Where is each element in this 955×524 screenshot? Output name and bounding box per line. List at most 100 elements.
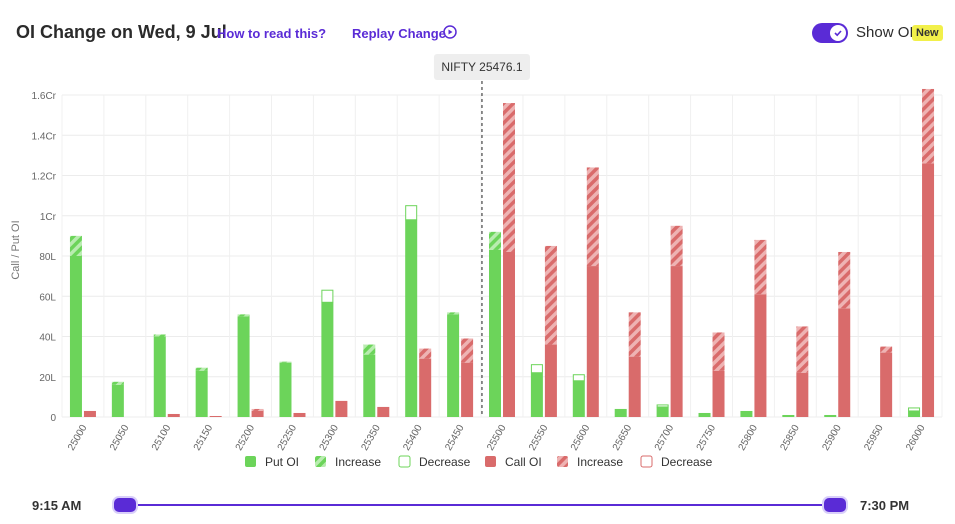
call-increase-bar <box>628 312 641 357</box>
call-oi-bar <box>544 344 557 417</box>
put-increase-bar <box>111 381 124 385</box>
x-tick-label: 25950 <box>862 423 886 453</box>
put-oi-bar <box>489 249 501 417</box>
call-oi-bar <box>419 358 432 417</box>
call-increase-bar <box>419 348 432 359</box>
put-oi-bar <box>279 362 292 417</box>
call-oi-bar <box>167 413 180 417</box>
put-decrease-bar <box>321 289 334 303</box>
x-tick-label: 25850 <box>778 423 802 453</box>
call-oi-bar <box>754 294 767 417</box>
x-tick-label: 26000 <box>904 423 928 453</box>
x-tick-label: 25600 <box>569 423 593 453</box>
x-tick-label: 25400 <box>401 423 425 453</box>
call-increase-bar <box>880 346 893 353</box>
x-tick-label: 25700 <box>653 423 677 453</box>
y-tick-label: 40L <box>39 333 56 344</box>
play-circle-icon[interactable] <box>443 25 457 39</box>
x-axis-ticks: 25000 25050 25100 25150 25200 25250 25300 25350… <box>66 423 928 453</box>
slider-start-time: 9:15 AM <box>32 498 82 513</box>
call-oi-bar <box>335 400 348 417</box>
legend-swatch <box>245 456 256 467</box>
x-tick-label: 25050 <box>108 423 132 453</box>
put-oi-bar <box>447 314 460 417</box>
y-axis-label: Call / Put OI <box>10 220 22 279</box>
slider-end-time: 7:30 PM <box>860 498 910 513</box>
slider-start-handle[interactable] <box>112 496 138 514</box>
call-oi-bar <box>251 410 264 417</box>
put-oi-bar <box>782 414 795 417</box>
chart-title: OI Change on Wed, 9 Jul <box>16 22 227 42</box>
put-oi-bar <box>69 256 82 417</box>
legend-swatch <box>398 455 411 468</box>
put-decrease-bar <box>908 407 921 412</box>
new-badge: New <box>912 25 943 41</box>
y-tick-label: 1.2Cr <box>32 172 57 183</box>
legend-swatch <box>557 456 568 467</box>
slider-track[interactable] <box>124 504 834 506</box>
call-oi-bar <box>293 412 306 417</box>
put-increase-bar <box>279 361 292 363</box>
call-increase-bar <box>838 251 851 309</box>
put-decrease-bar <box>572 374 585 382</box>
legend-label: Put OI <box>265 455 299 469</box>
put-oi-bar <box>530 372 543 417</box>
put-oi-bar <box>195 370 208 417</box>
put-oi-bar <box>153 336 166 417</box>
put-oi-bar <box>614 408 627 417</box>
call-oi-bar <box>209 415 222 417</box>
slider-end-handle[interactable] <box>822 496 848 514</box>
y-tick-label: 1.6Cr <box>32 91 57 102</box>
y-tick-label: 20L <box>39 373 56 384</box>
call-oi-bar <box>838 308 851 417</box>
put-oi-bar <box>698 412 711 417</box>
x-tick-label: 25750 <box>695 423 719 453</box>
legend-label: Decrease <box>419 455 471 469</box>
legend: Put OI Increase Decrease Call OI Increase Dec… <box>245 455 713 469</box>
put-oi-bar <box>572 380 585 417</box>
call-increase-bar <box>586 167 599 267</box>
replay-change-link[interactable]: Replay Change <box>352 26 446 41</box>
x-tick-label: 25300 <box>318 423 342 453</box>
put-decrease-bar <box>656 404 669 408</box>
put-oi-bar <box>111 384 124 417</box>
x-tick-label: 25800 <box>737 423 761 453</box>
call-oi-bar <box>880 352 893 417</box>
x-tick-label: 25550 <box>527 423 551 453</box>
call-oi-bar <box>586 266 599 417</box>
put-increase-bar <box>237 314 250 317</box>
legend-label: Decrease <box>661 455 713 469</box>
x-tick-label: 25450 <box>443 423 467 453</box>
show-oi-toggle[interactable] <box>812 23 848 43</box>
bars <box>69 88 935 417</box>
legend-swatch <box>485 456 496 467</box>
x-tick-label: 25650 <box>611 423 635 453</box>
how-to-read-link[interactable]: How to read this? <box>217 26 327 41</box>
call-increase-bar <box>796 326 809 373</box>
call-increase-bar <box>712 332 725 371</box>
show-oi-label: Show OI <box>856 24 914 41</box>
x-tick-label: 25250 <box>276 423 300 453</box>
put-increase-bar <box>69 235 82 256</box>
y-axis-ticks: 0 20L 40L 60L 80L 1Cr 1.2Cr 1.4Cr 1.6Cr <box>32 91 57 424</box>
x-tick-label: 25350 <box>359 423 383 453</box>
call-oi-bar <box>461 362 474 417</box>
call-increase-bar <box>503 103 515 252</box>
y-tick-label: 60L <box>39 292 56 303</box>
grid <box>61 94 943 418</box>
put-oi-bar <box>908 410 921 417</box>
time-slider: 9:15 AM 7:30 PM <box>0 488 955 524</box>
x-tick-label: 25000 <box>66 423 90 453</box>
put-increase-bar <box>363 344 376 355</box>
legend-label: Call OI <box>505 455 542 469</box>
call-increase-bar <box>922 88 935 164</box>
y-tick-label: 1.4Cr <box>32 131 57 142</box>
put-oi-bar <box>740 410 753 417</box>
call-oi-bar <box>628 356 641 417</box>
chart-header: OI Change on Wed, 9 Jul How to read this… <box>0 0 955 64</box>
call-increase-bar <box>754 239 767 295</box>
check-icon <box>830 25 846 41</box>
spot-price-label: NIFTY 25476.1 <box>441 60 522 74</box>
put-oi-bar <box>237 316 250 417</box>
call-increase-bar <box>251 408 264 411</box>
